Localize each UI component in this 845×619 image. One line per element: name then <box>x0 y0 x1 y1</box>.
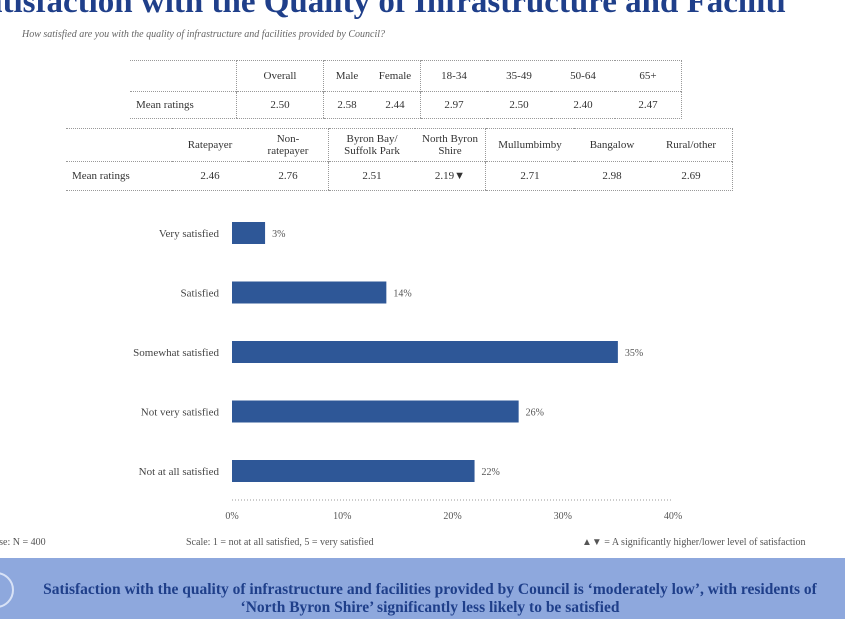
column-header: Rural/other <box>650 128 733 162</box>
satisfaction-bar-chart: Very satisfied 3% Satisfied 14% Somewhat sat… <box>133 222 682 522</box>
category-label: Very satisfied <box>159 228 220 240</box>
x-tick-label: 0% <box>225 511 238 522</box>
data-label: 35% <box>625 348 643 359</box>
table-cell: 2.98 <box>574 161 650 191</box>
column-header: Female <box>370 60 421 92</box>
x-tick-label: 30% <box>554 511 572 522</box>
bar <box>232 222 266 244</box>
mean-ratings-table-locations: Ratepayer Non- ratepayer Byron Bay/ Suff… <box>66 128 733 191</box>
table-cell: 2.19▼ <box>415 161 486 191</box>
table-cell: 2.97 <box>420 91 487 119</box>
column-header: Overall <box>236 60 324 92</box>
table-header-row: Overall Male Female 18-34 35-49 50-64 65… <box>130 60 682 92</box>
base-note: Base: N = 400 <box>0 537 46 548</box>
column-header: North Byron Shire <box>415 128 486 162</box>
table-cell: 2.46 <box>172 161 248 191</box>
column-header: Ratepayer <box>172 128 248 162</box>
scale-note: Scale: 1 = not at all satisfied, 5 = ver… <box>186 537 374 548</box>
column-header: Non- ratepayer <box>248 128 329 162</box>
page-title: atisfaction with the Quality of Infrastr… <box>0 0 786 20</box>
table-corner-cell <box>66 128 172 162</box>
table-cell: 2.76 <box>248 161 329 191</box>
column-header: Mullumbimby <box>485 128 574 162</box>
table-cell: 2.50 <box>236 91 324 119</box>
data-label: 3% <box>272 229 285 240</box>
logo-icon <box>0 572 14 608</box>
table-cell: 2.51 <box>328 161 415 191</box>
table-cell: 2.71 <box>485 161 574 191</box>
data-label: 14% <box>393 289 411 300</box>
summary-text: Satisfaction with the quality of infrast… <box>43 581 817 616</box>
row-label: Mean ratings <box>130 91 237 119</box>
table-cell: 2.69 <box>650 161 733 191</box>
bar <box>232 460 475 482</box>
column-header: 65+ <box>615 60 682 92</box>
table-header-row: Ratepayer Non- ratepayer Byron Bay/ Suff… <box>66 128 733 162</box>
category-label: Not at all satisfied <box>139 466 220 478</box>
data-label: 22% <box>482 467 500 478</box>
table-row: Mean ratings 2.46 2.76 2.51 2.19▼ 2.71 2… <box>66 161 733 191</box>
x-tick-label: 40% <box>664 511 682 522</box>
mean-ratings-table-demographics: Overall Male Female 18-34 35-49 50-64 65… <box>130 60 682 119</box>
data-label: 26% <box>526 408 544 419</box>
column-header: Bangalow <box>574 128 650 162</box>
column-header: 18-34 <box>420 60 487 92</box>
x-tick-label: 10% <box>333 511 351 522</box>
category-label: Somewhat satisfied <box>133 347 219 359</box>
column-header: 35-49 <box>487 60 551 92</box>
x-tick-label: 20% <box>443 511 461 522</box>
significance-note: ▲▼ = A significantly higher/lower level … <box>582 537 806 548</box>
category-label: Not very satisfied <box>141 407 220 419</box>
survey-question: How satisfied are you with the quality o… <box>22 29 386 40</box>
summary-banner: Satisfaction with the quality of infrast… <box>0 558 845 619</box>
column-header: Byron Bay/ Suffolk Park <box>328 128 415 162</box>
bar <box>232 400 519 423</box>
table-corner-cell <box>130 60 237 92</box>
column-header: Male <box>323 60 370 92</box>
row-label: Mean ratings <box>66 161 172 191</box>
table-row: Mean ratings 2.50 2.58 2.44 2.97 2.50 2.… <box>130 91 682 119</box>
column-header: 50-64 <box>551 60 615 92</box>
table-cell: 2.40 <box>551 91 615 119</box>
table-cell: 2.50 <box>487 91 551 119</box>
bar <box>232 281 387 304</box>
table-cell: 2.58 <box>323 91 370 119</box>
bar <box>232 341 618 363</box>
category-label: Satisfied <box>181 288 220 300</box>
table-cell: 2.44 <box>370 91 421 119</box>
table-cell: 2.47 <box>615 91 682 119</box>
